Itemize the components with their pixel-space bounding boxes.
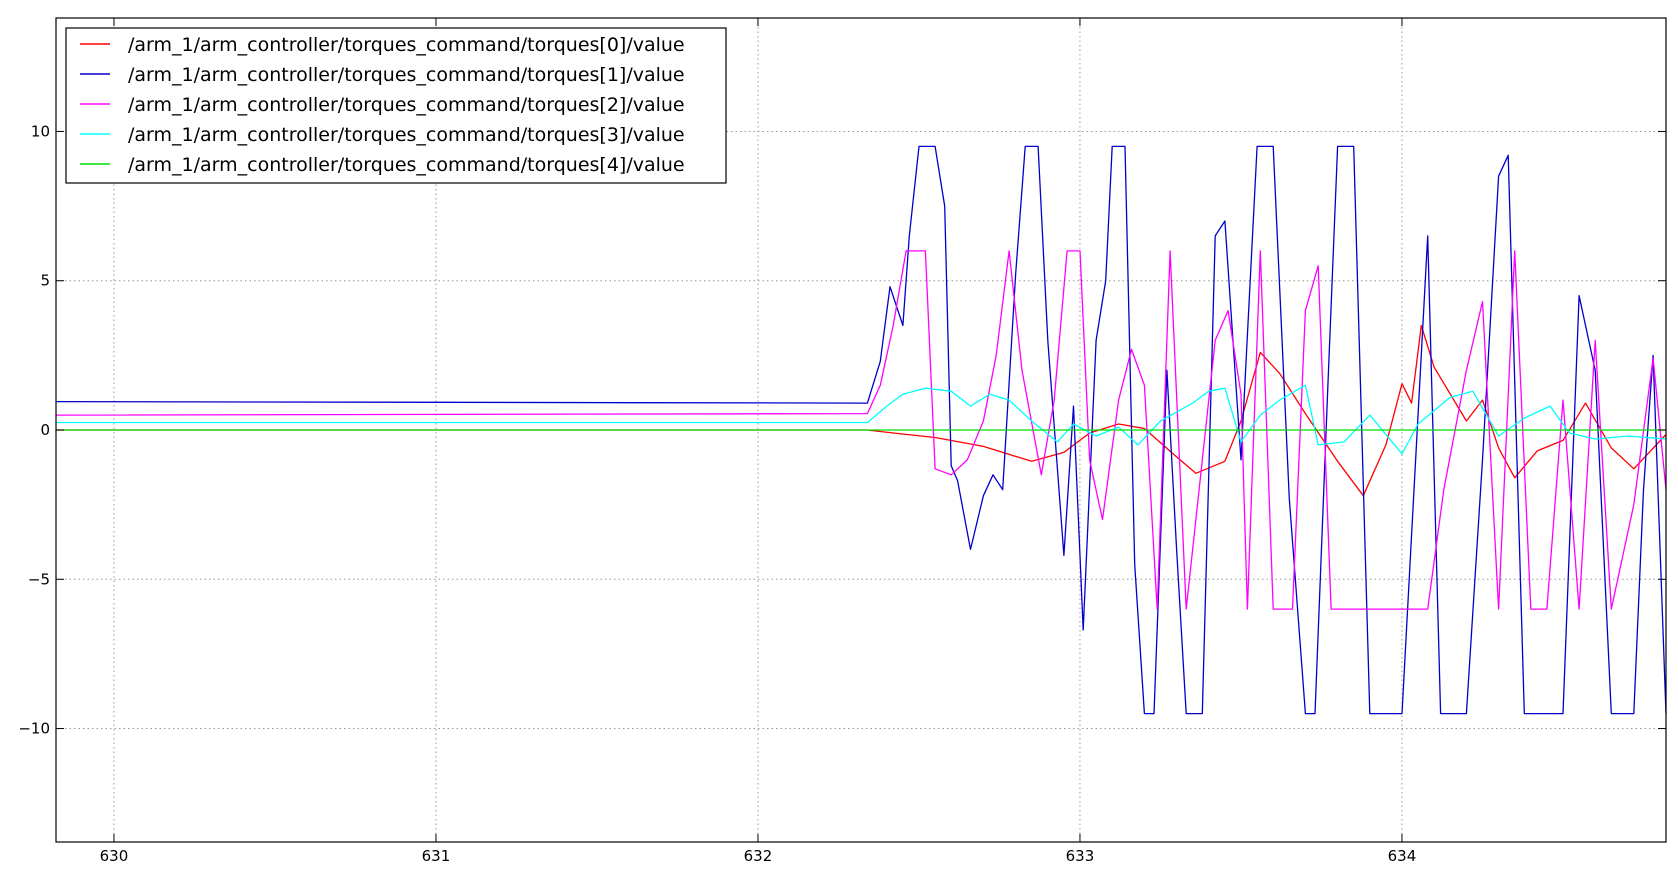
series-line-0 <box>56 324 1667 497</box>
x-tick-label: 633 <box>1066 847 1095 865</box>
legend-entry-label: /arm_1/arm_controller/torques_command/to… <box>128 34 685 56</box>
y-tick-label: 10 <box>31 122 50 140</box>
series-line-3 <box>56 384 1667 455</box>
y-tick-label: 0 <box>40 421 50 439</box>
legend-entry-label: /arm_1/arm_controller/torques_command/to… <box>128 64 685 86</box>
x-tick-label: 631 <box>422 847 451 865</box>
x-tick-label: 634 <box>1388 847 1417 865</box>
y-tick-label: −5 <box>28 570 50 588</box>
y-tick-label: −10 <box>18 720 50 738</box>
series-lines <box>55 145 1667 715</box>
legend: /arm_1/arm_controller/torques_command/to… <box>65 27 727 184</box>
series-line-2 <box>55 250 1667 610</box>
x-tick-label: 630 <box>100 847 129 865</box>
axes: 630 631 632 633 634 10 5 0 −5 −10 <box>18 17 1667 865</box>
legend-entry-label: /arm_1/arm_controller/torques_command/to… <box>128 124 685 146</box>
y-tick-label: 5 <box>40 272 50 290</box>
series-line-1 <box>55 145 1667 715</box>
legend-entry-label: /arm_1/arm_controller/torques_command/to… <box>128 154 685 176</box>
x-tick-label: 632 <box>744 847 773 865</box>
legend-entry-label: /arm_1/arm_controller/torques_command/to… <box>128 94 685 116</box>
legend-box <box>65 27 727 184</box>
